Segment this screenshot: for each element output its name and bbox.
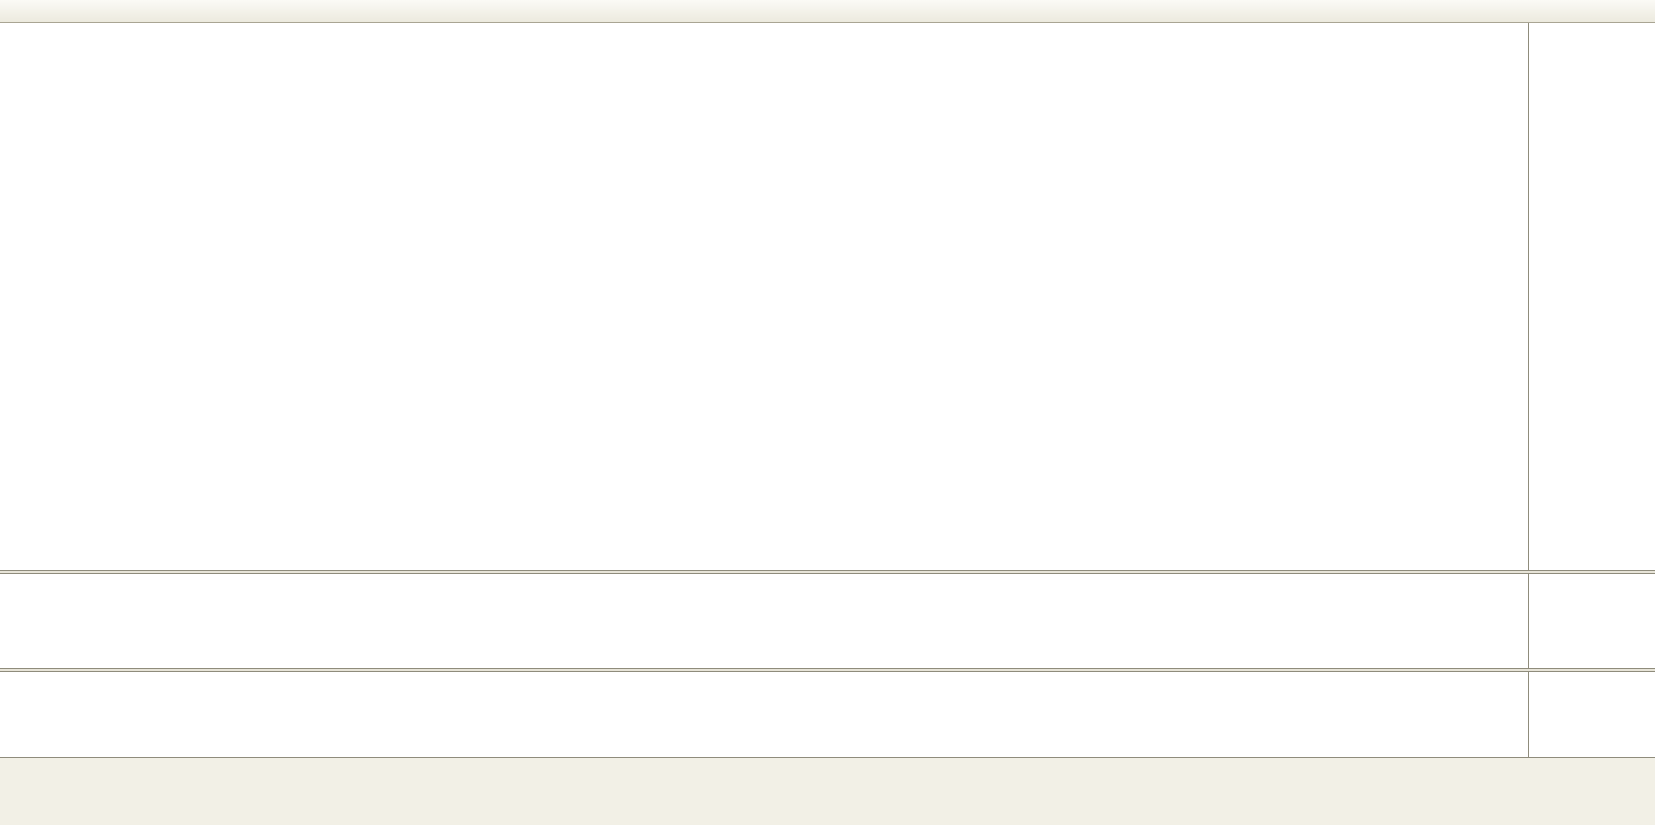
price-axis[interactable] — [1528, 23, 1529, 757]
macd-panel[interactable] — [0, 574, 1528, 668]
panel-divider[interactable] — [0, 570, 1655, 574]
panel-divider[interactable] — [0, 668, 1655, 672]
rsi-panel[interactable] — [0, 672, 1528, 757]
toolbar — [0, 0, 1655, 23]
time-axis[interactable] — [0, 757, 1655, 825]
main-chart[interactable] — [0, 23, 1528, 570]
